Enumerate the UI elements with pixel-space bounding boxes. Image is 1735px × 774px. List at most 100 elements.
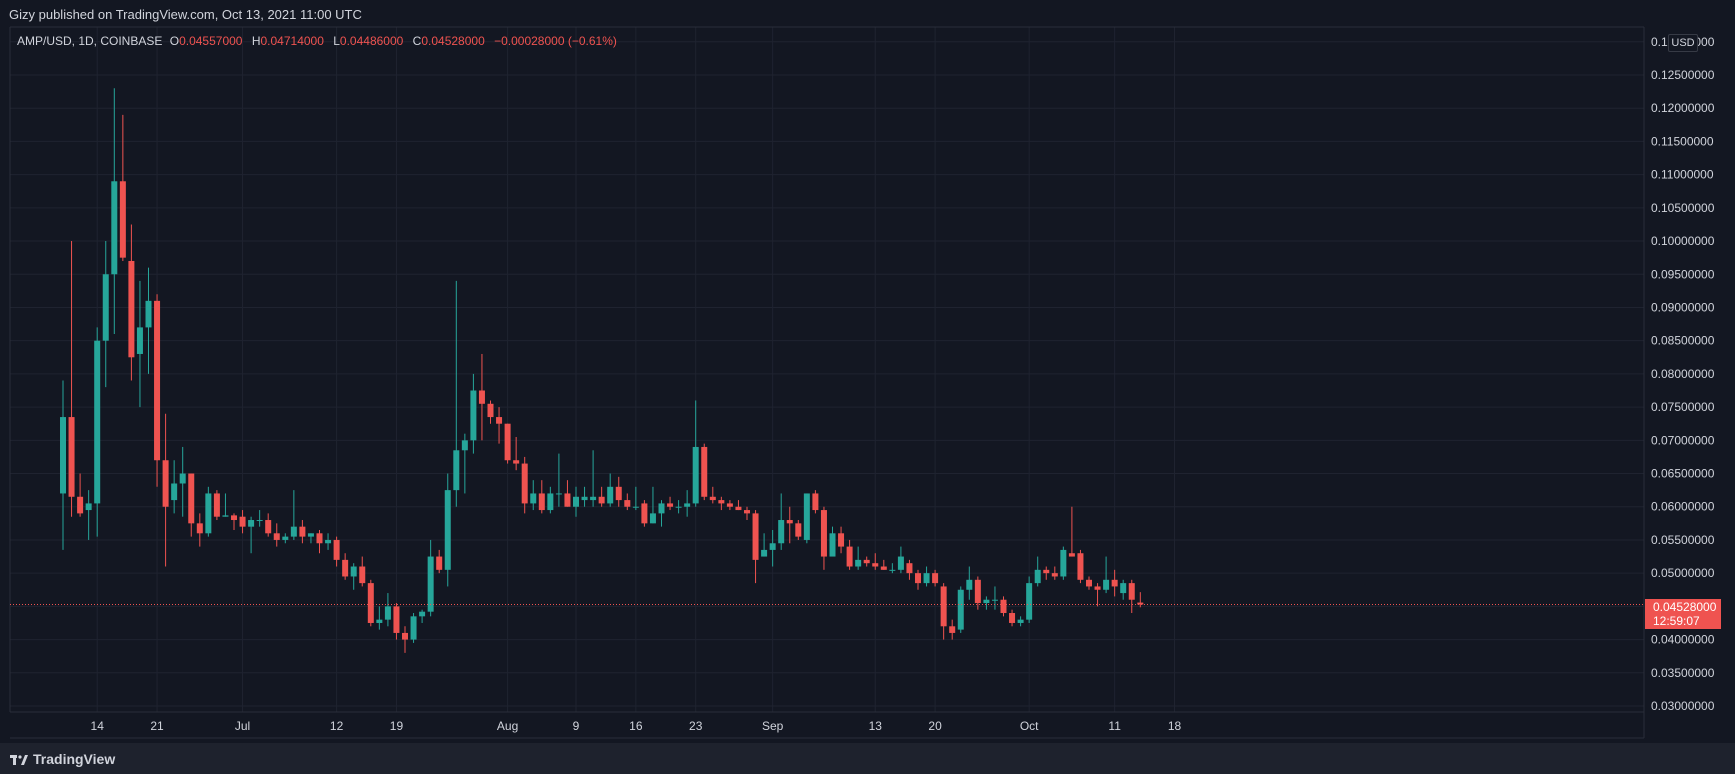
candle-up[interactable] bbox=[607, 473, 614, 507]
candle-up[interactable] bbox=[461, 433, 468, 494]
candle-up[interactable] bbox=[1017, 616, 1024, 627]
candle-up[interactable] bbox=[444, 473, 451, 587]
candle-down[interactable] bbox=[641, 500, 648, 527]
candle-up[interactable] bbox=[581, 486, 588, 507]
candle-up[interactable] bbox=[256, 510, 263, 527]
candle-down[interactable] bbox=[812, 490, 819, 514]
candle-down[interactable] bbox=[68, 241, 75, 517]
candle-up[interactable] bbox=[966, 566, 973, 600]
candle-up[interactable] bbox=[410, 613, 417, 643]
candle-down[interactable] bbox=[735, 500, 742, 511]
candle-down[interactable] bbox=[1128, 579, 1135, 614]
candle-down[interactable] bbox=[820, 506, 827, 570]
candle-down[interactable] bbox=[1077, 549, 1084, 584]
candle-down[interactable] bbox=[1009, 609, 1016, 627]
candle-down[interactable] bbox=[1043, 566, 1050, 580]
candle-down[interactable] bbox=[1111, 569, 1118, 597]
candle-up[interactable] bbox=[1034, 556, 1041, 587]
candle-down[interactable] bbox=[154, 294, 161, 487]
candle-up[interactable] bbox=[778, 493, 785, 550]
candle-up[interactable] bbox=[60, 380, 66, 550]
candle-down[interactable] bbox=[231, 513, 237, 530]
candle-up[interactable] bbox=[991, 586, 998, 610]
candle-up[interactable] bbox=[325, 533, 332, 550]
candle-down[interactable] bbox=[359, 556, 366, 587]
candle-down[interactable] bbox=[367, 579, 374, 627]
candle-up[interactable] bbox=[350, 563, 357, 590]
candle-up[interactable] bbox=[384, 593, 391, 627]
candle-down[interactable] bbox=[299, 520, 306, 544]
candle-down[interactable] bbox=[709, 486, 716, 504]
candle-down[interactable] bbox=[949, 619, 956, 640]
candle-up[interactable] bbox=[573, 486, 579, 517]
candle-up[interactable] bbox=[376, 606, 383, 630]
candle-up[interactable] bbox=[658, 500, 665, 527]
candle-down[interactable] bbox=[393, 603, 400, 640]
symbol-label[interactable]: AMP/USD, 1D, COINBASE bbox=[17, 34, 163, 48]
candle-up[interactable] bbox=[889, 563, 896, 574]
candle-up[interactable] bbox=[547, 486, 554, 514]
candle-up[interactable] bbox=[983, 596, 990, 610]
candle-up[interactable] bbox=[307, 533, 314, 544]
candle-down[interactable] bbox=[333, 536, 340, 567]
candle-down[interactable] bbox=[932, 569, 939, 587]
candle-up[interactable] bbox=[590, 450, 597, 507]
candle-down[interactable] bbox=[615, 476, 622, 507]
candle-down[interactable] bbox=[1137, 592, 1144, 608]
candle-down[interactable] bbox=[513, 436, 520, 471]
candle-up[interactable] bbox=[171, 460, 178, 514]
candle-up[interactable] bbox=[897, 546, 904, 574]
candle-down[interactable] bbox=[1086, 576, 1092, 590]
candle-down[interactable] bbox=[213, 490, 220, 521]
candle-up[interactable] bbox=[1120, 579, 1127, 600]
candle-down[interactable] bbox=[1068, 506, 1075, 557]
candle-up[interactable] bbox=[1103, 556, 1110, 594]
candle-up[interactable] bbox=[222, 493, 229, 517]
candle-down[interactable] bbox=[915, 569, 921, 590]
candle-down[interactable] bbox=[496, 407, 503, 444]
candle-down[interactable] bbox=[795, 520, 802, 540]
candle-up[interactable] bbox=[923, 566, 930, 587]
candle-up[interactable] bbox=[427, 539, 434, 617]
candle-up[interactable] bbox=[453, 280, 460, 507]
candle-down[interactable] bbox=[196, 513, 203, 547]
candle-down[interactable] bbox=[239, 510, 246, 534]
candle-down[interactable] bbox=[128, 224, 135, 381]
candle-up[interactable] bbox=[136, 280, 143, 408]
candle-down[interactable] bbox=[598, 486, 605, 507]
candle-up[interactable] bbox=[632, 486, 639, 511]
candle-down[interactable] bbox=[436, 549, 443, 574]
candle-up[interactable] bbox=[692, 400, 699, 507]
candle-down[interactable] bbox=[624, 493, 631, 511]
candle-down[interactable] bbox=[701, 443, 708, 501]
candle-up[interactable] bbox=[530, 480, 537, 511]
candle-up[interactable] bbox=[111, 88, 118, 335]
candle-up[interactable] bbox=[205, 486, 212, 537]
candle-up[interactable] bbox=[555, 453, 562, 507]
candle-down[interactable] bbox=[119, 114, 126, 261]
candle-down[interactable] bbox=[974, 576, 981, 610]
candle-up[interactable] bbox=[145, 267, 152, 374]
candle-down[interactable] bbox=[1094, 583, 1101, 607]
candle-up[interactable] bbox=[94, 327, 101, 537]
candle-up[interactable] bbox=[290, 490, 297, 540]
candle-up[interactable] bbox=[675, 500, 682, 514]
currency-badge[interactable]: USD bbox=[1668, 34, 1698, 52]
price-chart[interactable]: 0.030000000.035000000.040000000.04500000… bbox=[0, 0, 1735, 743]
candle-down[interactable] bbox=[188, 473, 195, 537]
candle-down[interactable] bbox=[521, 456, 528, 514]
candle-down[interactable] bbox=[402, 626, 408, 653]
candle-up[interactable] bbox=[470, 373, 477, 454]
candle-up[interactable] bbox=[649, 486, 656, 524]
candle-up[interactable] bbox=[1060, 546, 1067, 580]
candle-down[interactable] bbox=[906, 559, 913, 580]
candle-down[interactable] bbox=[77, 473, 84, 517]
candle-down[interactable] bbox=[1051, 566, 1058, 580]
candle-down[interactable] bbox=[846, 539, 853, 570]
candle-down[interactable] bbox=[564, 480, 571, 507]
candle-down[interactable] bbox=[863, 556, 870, 567]
candle-down[interactable] bbox=[162, 413, 169, 567]
tradingview-logo[interactable]: TradingView bbox=[10, 751, 115, 767]
candle-down[interactable] bbox=[538, 480, 545, 514]
candle-down[interactable] bbox=[316, 529, 323, 554]
